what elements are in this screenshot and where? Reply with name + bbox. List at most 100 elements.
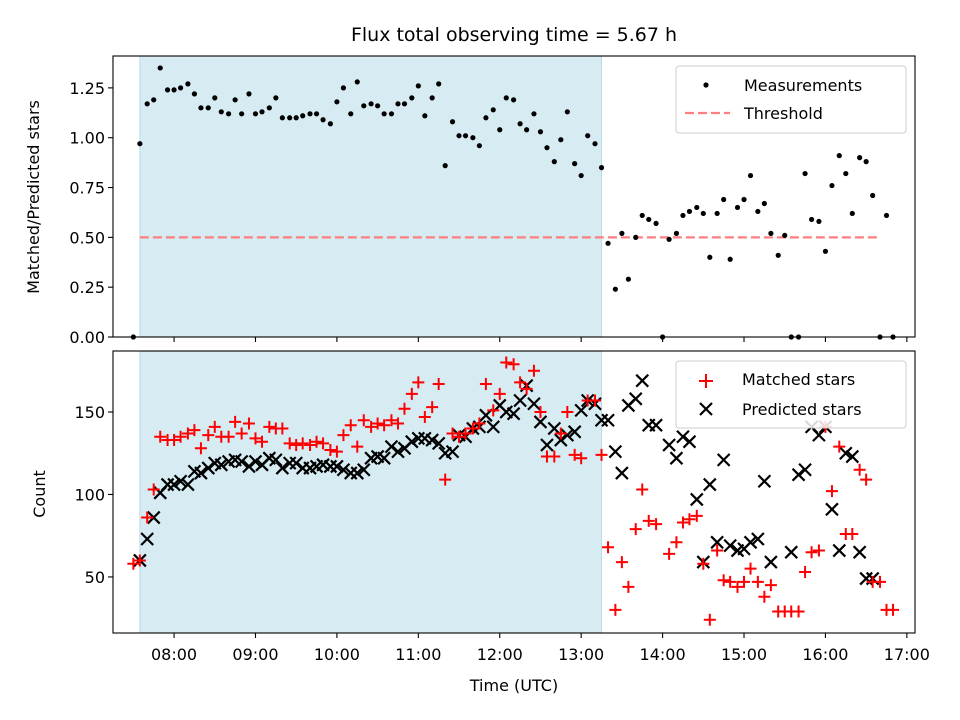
matched-star-point bbox=[418, 410, 431, 423]
ratio-y-tick-label: 0.00 bbox=[69, 328, 105, 347]
observing-span-top bbox=[139, 55, 602, 338]
measurement-point bbox=[598, 165, 605, 171]
measurement-point bbox=[625, 276, 631, 282]
measurement-point bbox=[177, 85, 184, 91]
measurement-point bbox=[164, 87, 171, 93]
measurement-point bbox=[673, 230, 680, 236]
predicted-star-point bbox=[832, 543, 847, 558]
measurement-point bbox=[537, 129, 544, 135]
matched-star-point bbox=[554, 427, 567, 440]
matched-star-point bbox=[249, 432, 262, 445]
measurement-point bbox=[863, 159, 869, 165]
measurement-point bbox=[653, 220, 659, 227]
matched-star-point bbox=[514, 376, 527, 389]
measurement-point bbox=[883, 212, 890, 219]
predicted-star-point bbox=[540, 438, 554, 452]
measurement-point bbox=[388, 111, 395, 117]
predicted-star-point bbox=[723, 538, 737, 553]
matched-star-point bbox=[426, 401, 439, 414]
measurement-point bbox=[822, 248, 829, 254]
measurement-point bbox=[517, 121, 523, 127]
count-x-ticks: 08:00 09:00 10:00 11:00 12:00 13:00 14:00 15:00… bbox=[151, 633, 930, 664]
measurement-point bbox=[415, 83, 421, 89]
matched-star-point bbox=[805, 546, 818, 559]
measurement-point bbox=[185, 81, 191, 87]
measurement-point bbox=[212, 95, 218, 101]
matched-star-point bbox=[764, 579, 777, 592]
matched-star-point bbox=[792, 605, 805, 618]
matched-star-point bbox=[283, 437, 296, 450]
measurement-points bbox=[130, 65, 896, 340]
chart-title: Flux total observing time = 5.67 h bbox=[351, 24, 677, 46]
ratio-axes-frame bbox=[112, 55, 916, 338]
matched-star-point bbox=[208, 420, 221, 433]
matched-star-point bbox=[194, 442, 207, 455]
matched-stars-points bbox=[127, 356, 900, 626]
matched-star-point bbox=[527, 364, 540, 377]
predicted-star-point bbox=[234, 454, 249, 469]
matched-star-point bbox=[432, 377, 445, 390]
measurement-point bbox=[151, 97, 157, 103]
measurement-point bbox=[171, 87, 177, 93]
predicted-star-point bbox=[384, 439, 399, 454]
measurement-point bbox=[205, 105, 211, 111]
matched-star-point bbox=[670, 536, 683, 549]
predicted-star-point bbox=[194, 466, 208, 480]
predicted-star-point bbox=[431, 436, 446, 451]
measurement-point bbox=[259, 109, 265, 115]
measurement-point bbox=[334, 99, 340, 105]
predicted-star-point bbox=[669, 451, 684, 465]
matched-star-point bbox=[154, 430, 167, 443]
matched-star-point bbox=[263, 420, 276, 433]
matched-star-point bbox=[242, 417, 255, 430]
measurement-point bbox=[714, 210, 720, 217]
measurement-point bbox=[816, 218, 822, 225]
measurement-point bbox=[409, 95, 415, 101]
measurement-point bbox=[707, 254, 713, 260]
matched-star-point bbox=[371, 417, 384, 430]
measurement-point bbox=[646, 216, 652, 223]
matched-star-point bbox=[276, 422, 289, 435]
measurement-point bbox=[456, 133, 462, 139]
predicted-star-point bbox=[628, 392, 643, 406]
matched-star-point bbox=[479, 377, 492, 390]
matched-star-point bbox=[141, 511, 154, 524]
predicted-star-point bbox=[214, 458, 229, 472]
predicted-star-point bbox=[798, 462, 812, 477]
matched-star-point bbox=[344, 419, 357, 432]
ratio-y-tick-label: 1.25 bbox=[69, 79, 105, 98]
count-x-tick-label: 09:00 bbox=[232, 645, 278, 664]
ratio-y-tick-label: 0.50 bbox=[69, 228, 105, 247]
predicted-star-point bbox=[391, 444, 405, 459]
predicted-star-point bbox=[269, 453, 283, 467]
measurement-point bbox=[843, 170, 849, 177]
predicted-star-point bbox=[140, 532, 154, 546]
count-x-tick-label: 15:00 bbox=[721, 645, 767, 664]
matched-star-point bbox=[812, 544, 825, 557]
matched-star-point bbox=[296, 437, 309, 450]
measurement-point bbox=[808, 216, 815, 223]
measurement-point bbox=[849, 210, 855, 217]
predicted-star-point bbox=[560, 428, 575, 442]
measurement-point bbox=[144, 101, 150, 107]
predicted-star-point bbox=[181, 477, 195, 492]
measurement-point bbox=[287, 115, 293, 121]
measurement-point bbox=[226, 111, 232, 117]
measurement-point bbox=[462, 133, 469, 139]
count-legend-box bbox=[675, 360, 907, 429]
matched-star-point bbox=[751, 575, 764, 588]
matched-star-point bbox=[473, 417, 486, 430]
measurement-point bbox=[612, 286, 618, 292]
measurement-point bbox=[252, 111, 259, 117]
matched-star-point bbox=[568, 448, 581, 461]
measurement-point bbox=[857, 155, 863, 161]
matched-star-point bbox=[439, 473, 452, 486]
predicted-star-point bbox=[608, 444, 623, 459]
measurement-point bbox=[279, 115, 285, 121]
matched-star-point bbox=[825, 485, 838, 498]
measurement-point bbox=[239, 111, 245, 117]
measurement-point bbox=[564, 109, 570, 115]
predicted-star-point bbox=[743, 535, 758, 550]
predicted-star-point bbox=[839, 446, 853, 461]
matched-star-point bbox=[738, 575, 751, 588]
